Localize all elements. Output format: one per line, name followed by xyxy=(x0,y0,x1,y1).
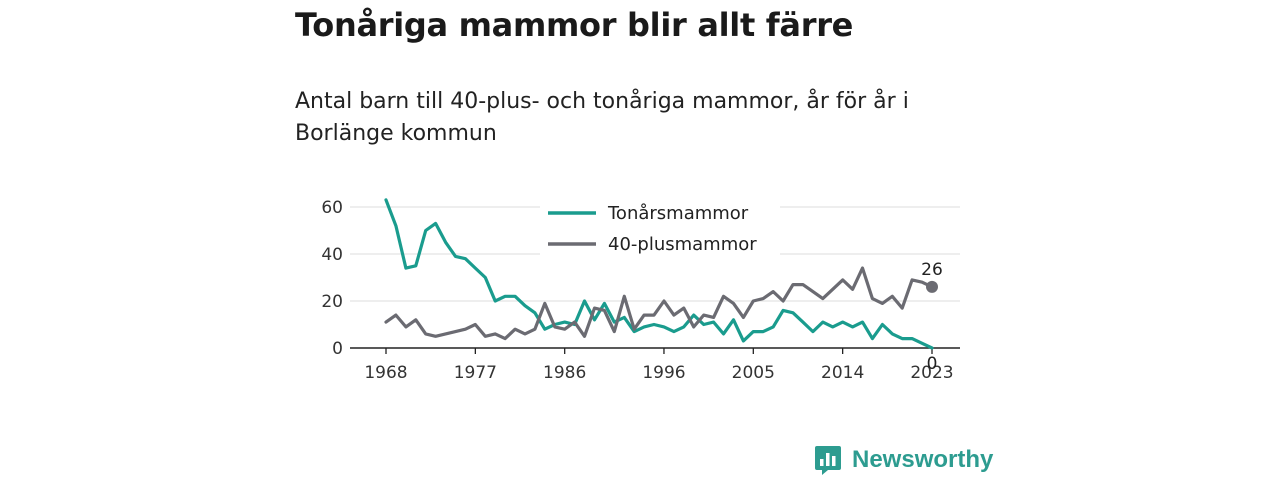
y-tick-label: 20 xyxy=(321,292,343,312)
newsworthy-brand: Newsworthy xyxy=(814,444,993,476)
x-axis: 1968 1977 1986 1996 2005 2014 2023 xyxy=(350,347,960,383)
x-tick-label: 1986 xyxy=(543,363,586,383)
series-lines xyxy=(384,198,934,350)
series-line-tonårsmammor xyxy=(384,198,934,350)
end-marker xyxy=(926,280,938,293)
y-axis: 0 20 40 60 xyxy=(321,198,343,359)
legend-label: Tonårsmammor xyxy=(607,203,749,224)
x-tick-label: 1977 xyxy=(454,363,497,383)
legend-background xyxy=(540,197,780,259)
legend: Tonårsmammor 40-plusmammor xyxy=(540,197,780,259)
end-labels: 26 0 xyxy=(921,260,943,374)
x-tick-label: 2014 xyxy=(821,363,864,383)
legend-label: 40-plusmammor xyxy=(608,234,757,255)
end-label: 26 xyxy=(921,260,943,280)
x-tick-label: 1996 xyxy=(642,363,685,383)
newsworthy-logo-icon xyxy=(815,446,841,475)
chart-title: Tonåriga mammor blir allt färre xyxy=(295,6,854,44)
series-line-40-plusmammor xyxy=(384,266,934,341)
y-tick-label: 0 xyxy=(332,339,343,359)
y-tick-label: 60 xyxy=(321,198,343,218)
end-label: 0 xyxy=(927,354,938,374)
y-tick-label: 40 xyxy=(321,245,343,265)
x-tick-label: 2023 xyxy=(910,363,953,383)
x-tick-label: 2005 xyxy=(732,363,775,383)
chart-subtitle: Antal barn till 40-plus- och tonåriga ma… xyxy=(295,89,909,146)
x-tick-label: 1968 xyxy=(364,363,407,383)
brand-name: Newsworthy xyxy=(852,446,994,473)
